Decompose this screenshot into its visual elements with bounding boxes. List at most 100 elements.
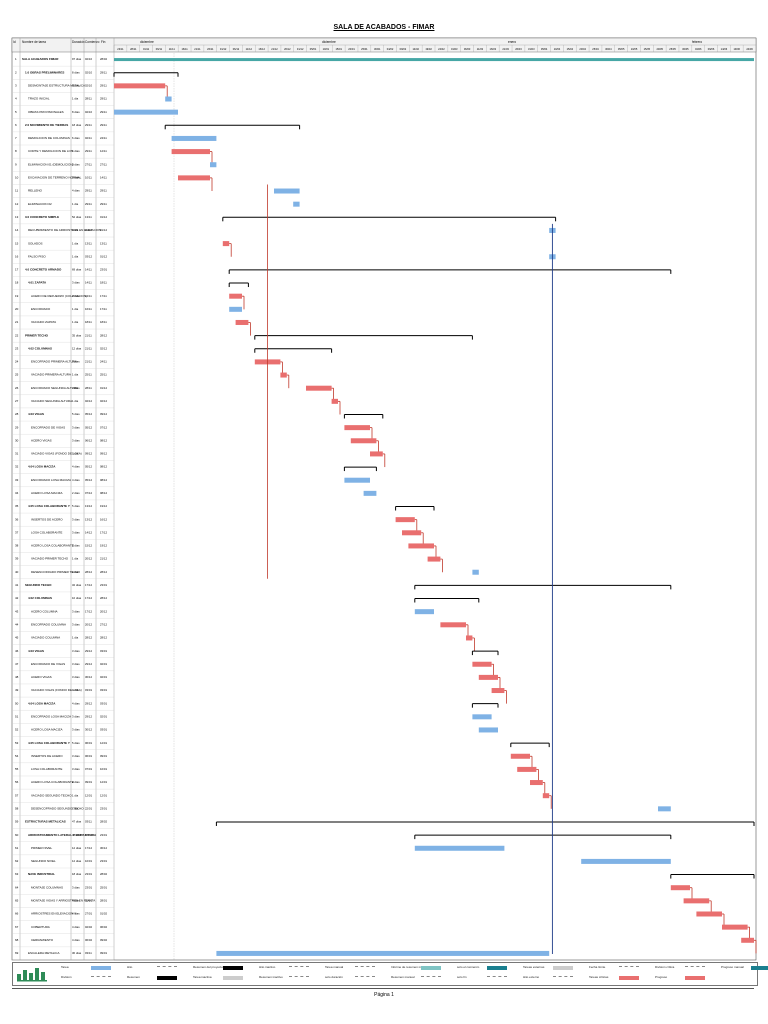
task-id: 68 <box>15 938 19 942</box>
gantt-task-bar <box>414 845 505 851</box>
task-duration: 35 días <box>72 333 82 337</box>
day-label: 01/11 <box>143 47 150 51</box>
page-title: SALA DE ACABADOS - FIMAR <box>333 24 435 31</box>
task-duration: 3 días <box>72 530 80 534</box>
day-label: 25/01 <box>361 47 368 51</box>
task-end: 30/12 <box>100 846 107 850</box>
task-name: PRIMER TECHO <box>25 333 49 337</box>
task-start: 21/11 <box>85 360 92 364</box>
task-name: 3.0 CONCRETO SIMPLE <box>25 215 59 219</box>
legend-swatch <box>355 976 375 981</box>
task-id: 32 <box>15 465 19 469</box>
task-end: 28/12 <box>100 636 107 640</box>
task-start: 21/11 <box>85 333 92 337</box>
task-name: ENCOFRADO DE VIGAS <box>31 425 65 429</box>
legend-swatch <box>619 976 639 980</box>
day-label: 20/05 <box>656 47 663 51</box>
day-label: 04/02 <box>387 47 394 51</box>
legend-label: Hito <box>127 965 133 969</box>
task-start: 06/02 <box>85 938 92 942</box>
task-duration: 3 días <box>72 386 80 390</box>
day-label: 16/11 <box>181 47 188 51</box>
gantt-task-bar <box>222 241 230 247</box>
task-id: 47 <box>15 662 19 666</box>
task-id: 57 <box>15 793 19 797</box>
task-duration: 12 días <box>72 859 82 863</box>
task-start: 02/10 <box>85 110 92 114</box>
task-id: 65 <box>15 899 19 903</box>
task-start: 27/01 <box>85 912 92 916</box>
task-start: 14/11 <box>85 281 92 285</box>
task-start: 02/10 <box>85 70 92 74</box>
task-id: 28 <box>15 412 19 416</box>
task-name: ACERO LOSA MACIZA <box>31 728 63 732</box>
task-name: VACIADO PRIMER TECHO <box>31 557 69 561</box>
task-name: ESCALERA METALICA <box>28 951 59 955</box>
task-duration: 2 días <box>72 491 80 495</box>
task-id: 31 <box>15 452 19 456</box>
task-id: 69 <box>15 951 19 955</box>
task-duration: 32 días <box>72 833 82 837</box>
task-duration: 10 días <box>72 596 82 600</box>
task-end: 29/11 <box>100 123 107 127</box>
task-id: 24 <box>15 360 19 364</box>
day-label: 16/03 <box>490 47 497 51</box>
task-end: 17/11 <box>100 307 107 311</box>
gantt-task-bar <box>466 635 473 641</box>
task-start: 10/01 <box>85 859 92 863</box>
task-name: NAVE INDUSTRIAL <box>28 872 55 876</box>
task-duration: 1 día <box>72 241 79 245</box>
task-name: ACERO LOSA MACIZA <box>31 491 63 495</box>
task-duration: 4 días <box>72 478 80 482</box>
task-end: 13/11 <box>100 241 107 245</box>
day-label: 14/06 <box>721 47 728 51</box>
task-id: 17 <box>15 268 19 272</box>
legend-swatch <box>289 966 309 971</box>
gantt-task-bar <box>280 372 287 378</box>
task-id: 12 <box>15 202 19 206</box>
day-label: 30/04 <box>605 47 612 51</box>
task-end: 19/12 <box>100 504 107 508</box>
task-duration: 52 días <box>72 215 82 219</box>
gantt-task-bar <box>517 766 537 772</box>
legend-label: Hito externo <box>523 975 540 979</box>
task-start: 20/12 <box>85 622 92 626</box>
day-label: 19/02 <box>425 47 432 51</box>
task-duration: 3 días <box>72 675 80 679</box>
header-month: febrero <box>692 40 702 44</box>
legend-label: Informe de resumen manual <box>391 965 429 969</box>
task-name: ELIMINACION 02 <box>28 202 52 206</box>
task-start: 05/12 <box>85 425 92 429</box>
header-end: Fin <box>101 40 106 44</box>
task-name: COBERTURA <box>31 925 50 929</box>
task-start: 27/11 <box>85 162 92 166</box>
task-duration: 12 días <box>72 346 82 350</box>
day-label: 19/06 <box>733 47 740 51</box>
day-label: 26/12 <box>284 47 291 51</box>
task-duration: 3 días <box>72 728 80 732</box>
gantt-task-bar <box>472 569 479 575</box>
task-name: RECUBRIMIENTO DE ARRIOSTRES EN ELEVACION <box>28 228 101 232</box>
task-duration: 1 día <box>72 202 79 206</box>
day-label: 10/01 <box>323 47 330 51</box>
gantt-task-bar <box>344 425 370 431</box>
day-label: 30/05 <box>682 47 689 51</box>
gantt-task-bar <box>491 688 505 694</box>
header-month: diciembre <box>140 40 154 44</box>
task-duration: 5 días <box>72 412 80 416</box>
legend-label: solo duración <box>325 975 343 979</box>
task-duration: 69 días <box>72 268 82 272</box>
legend-label: Progreso manual <box>721 965 744 969</box>
task-end: 21/12 <box>100 557 107 561</box>
task-id: 56 <box>15 780 19 784</box>
company-logo-icon <box>17 968 47 982</box>
task-name: INSERTOS DE ACERO <box>31 754 63 758</box>
task-id: 38 <box>15 544 19 548</box>
gantt-task-bar <box>395 517 415 523</box>
task-start: 29/11 <box>85 149 92 153</box>
task-start: 02/11 <box>85 136 92 140</box>
gantt-task-bar <box>114 83 166 89</box>
task-end: 28/02 <box>100 872 107 876</box>
gantt-task-bar <box>165 96 172 102</box>
task-duration: 6 días <box>72 84 80 88</box>
